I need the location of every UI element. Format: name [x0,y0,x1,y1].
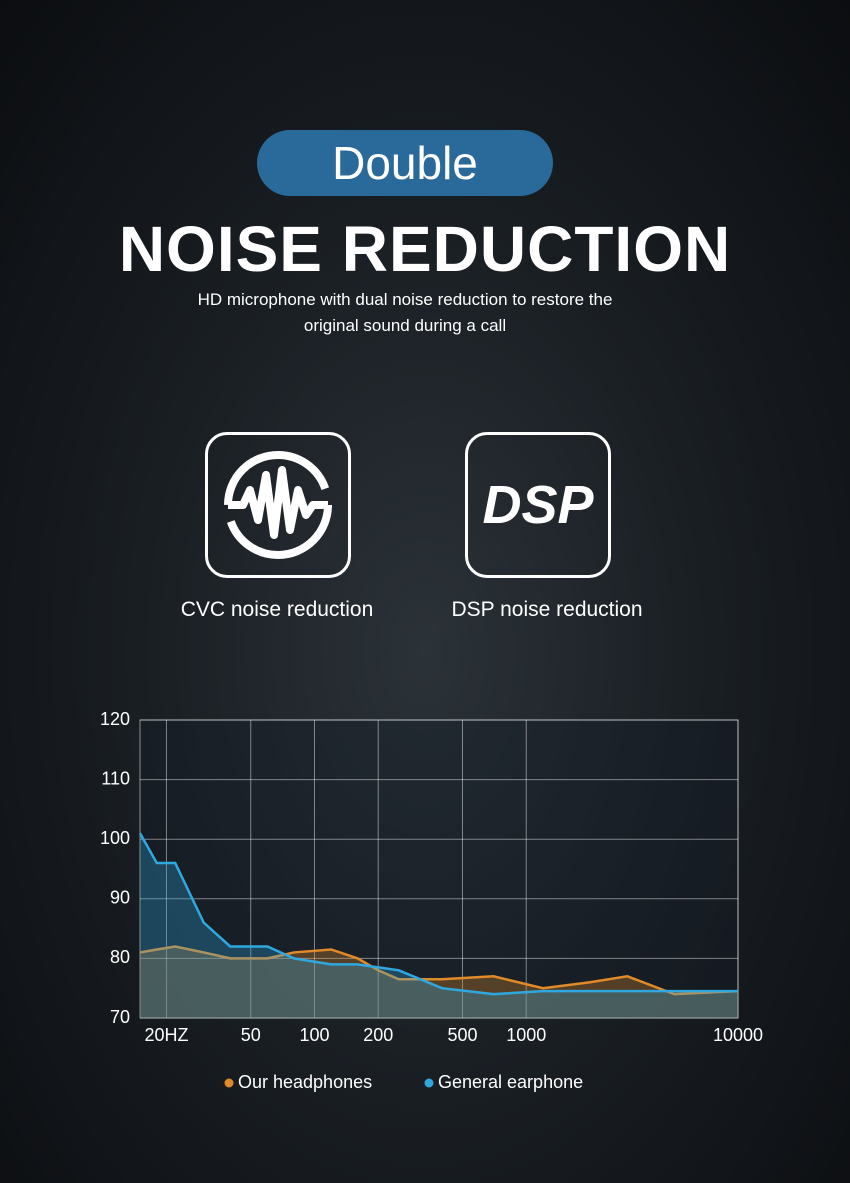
y-tick-label: 110 [101,768,130,788]
x-tick-label: 20HZ [144,1025,188,1045]
y-tick-label: 70 [110,1007,130,1027]
subtitle: original sound during a call [303,316,507,335]
plot-area [139,719,739,1019]
y-tick-label: 100 [100,828,130,848]
y-tick-label: 80 [110,947,130,967]
feature-label: DSP noise reduction [451,598,643,621]
title: NOISE REDUCTION [118,213,732,285]
line [139,945,739,996]
legend-label: Our headphones [238,1072,372,1092]
x-tick-label: 200 [363,1025,393,1045]
x-tick-label: 100 [299,1025,329,1045]
badge: Double [257,130,553,196]
legend-marker [224,1078,234,1088]
dsp-icon: DSP [465,432,611,578]
x-tick-label: 1000 [506,1025,546,1045]
x-tick-label: 10000 [713,1025,763,1045]
x-tick-label: 50 [241,1025,261,1045]
legend-marker [424,1078,434,1088]
legend-label: General earphone [438,1072,583,1092]
y-tick-label: 90 [110,888,130,908]
area [140,833,738,1018]
cvc-icon [205,432,351,578]
y-tick-label: 120 [100,709,130,729]
x-tick-label: 500 [447,1025,477,1045]
feature-label: CVC noise reduction [180,598,374,621]
area [140,946,738,1018]
subtitle: HD microphone with dual noise reduction … [197,290,613,309]
line [138,832,738,996]
